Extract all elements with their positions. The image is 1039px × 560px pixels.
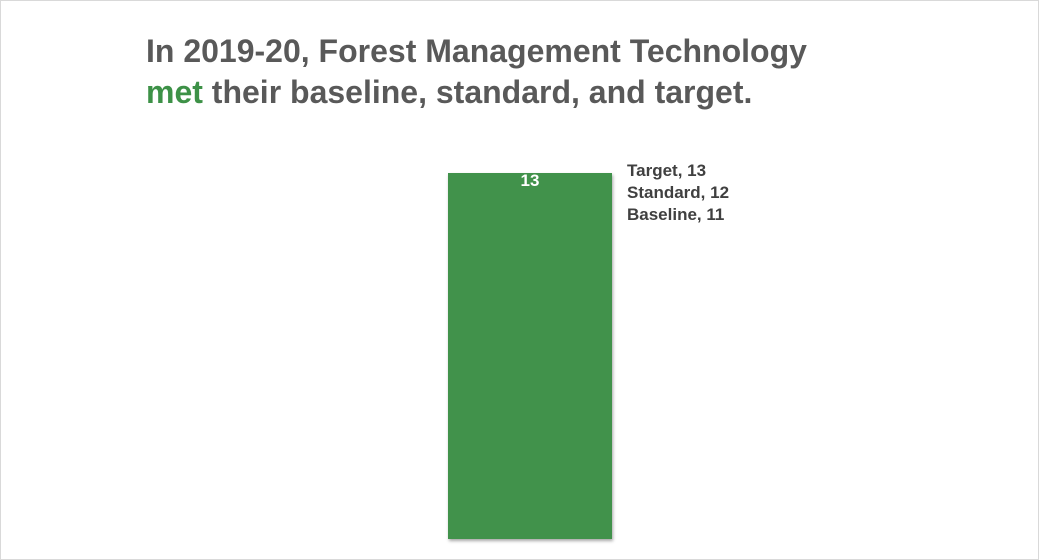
- standard-label: Standard, 12: [627, 183, 730, 202]
- title-line-2: met their baseline, standard, and target…: [146, 72, 1006, 113]
- bar-data-label: 13: [520, 171, 540, 190]
- title-line-1: In 2019-20, Forest Management Technology: [146, 33, 807, 69]
- title-highlight-met: met: [146, 74, 203, 110]
- bar-2019-20: [448, 173, 612, 539]
- baseline-label: Baseline, 11: [627, 205, 725, 224]
- title-line-2-rest: their baseline, standard, and target.: [202, 74, 753, 110]
- threshold-labels: Target, 13 Standard, 12 Baseline, 11: [627, 160, 729, 226]
- chart-title: In 2019-20, Forest Management Technology…: [146, 31, 1006, 113]
- target-label: Target, 13: [627, 161, 707, 180]
